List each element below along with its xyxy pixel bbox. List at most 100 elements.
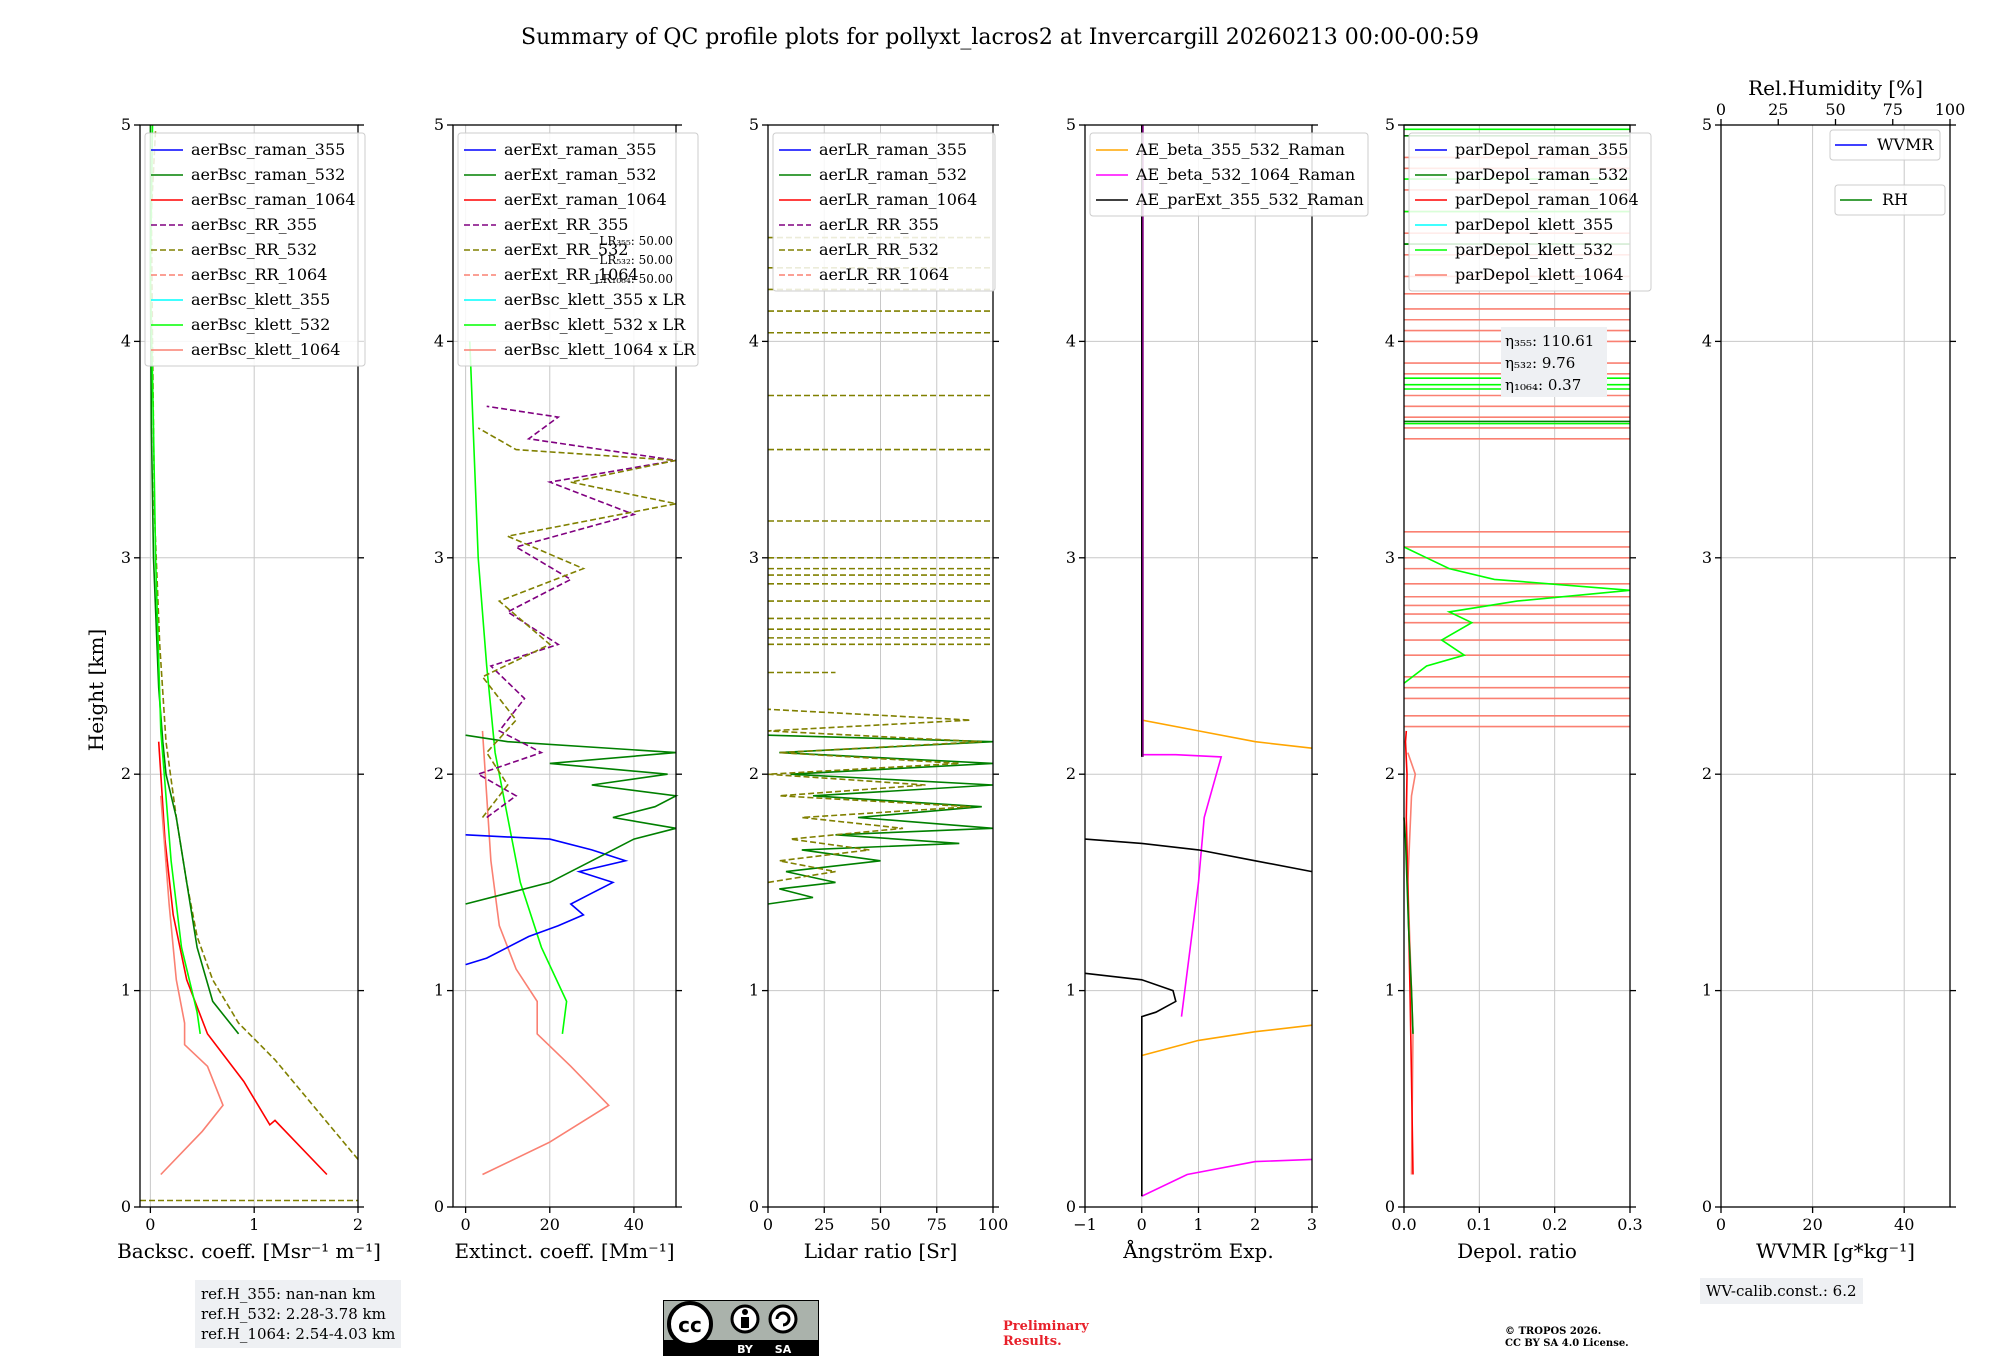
series-aerExt_raman_532 <box>465 734 679 905</box>
y-tick-label: 1 <box>1385 981 1395 1000</box>
series-aerBsc_klett_1064 x LR <box>481 730 610 1176</box>
by-person-head <box>742 1309 748 1315</box>
legend-label: AE_beta_355_532_Raman <box>1135 140 1345 159</box>
eta-box <box>1501 327 1607 397</box>
ref-height-1064: ref.H_1064: 2.54-4.03 km <box>201 1325 396 1343</box>
x-axis-label: Ångström Exp. <box>1122 1238 1273 1263</box>
x-tick-label: 50 <box>870 1215 890 1234</box>
panel-1: 0 1 2 0 1 2 3 4 5 Backsc. coeff. [Msr⁻¹ m⁻¹] aerBs… <box>117 115 381 1263</box>
x-tick-label: 20 <box>540 1215 560 1234</box>
sa-share-icon <box>768 1304 798 1334</box>
figure-title: Summary of QC profile plots for pollyxt_… <box>521 25 1479 50</box>
cc-by-sa-badge: cc BY SA <box>663 1300 819 1356</box>
axes-frame <box>1403 124 1631 1208</box>
x-tick-label: −1 <box>1073 1215 1097 1234</box>
y-tick-label: 0 <box>1702 1197 1712 1216</box>
legend-label: aerBsc_RR_1064 <box>191 265 327 284</box>
x-tick-label: 75 <box>927 1215 947 1234</box>
preliminary-line-2: Results. <box>1003 1334 1062 1349</box>
y-tick-label: 3 <box>1385 548 1395 567</box>
reference-height-box: ref.H_355: nan-nan km ref.H_532: 2.28-3.… <box>195 1280 402 1348</box>
legend-label: aerBsc_klett_355 x LR <box>504 290 686 309</box>
legend-label: parDepol_klett_1064 <box>1455 265 1624 284</box>
legend-label: aerExt_RR_1064 <box>504 265 639 284</box>
legend-box <box>1829 129 1941 161</box>
x-axis-label: Backsc. coeff. [Msr⁻¹ m⁻¹] <box>117 1239 381 1263</box>
y-tick-label: 4 <box>434 331 444 350</box>
y-axis-label: Height [km] <box>84 629 108 751</box>
y-tick-label: 0 <box>121 1197 131 1216</box>
wv-calibration-constant: WV-calib.const.: 6.2 <box>1706 1282 1857 1300</box>
y-tick-label: 0 <box>749 1197 759 1216</box>
y-tick-label: 0 <box>1066 1197 1076 1216</box>
legend-label: aerBsc_klett_1064 <box>191 340 340 359</box>
legend-label: aerBsc_klett_1064 x LR <box>504 340 696 359</box>
legend-label: aerLR_RR_355 <box>819 215 939 234</box>
eta-value: η₅₃₂: 9.76 <box>1505 354 1575 372</box>
legend-label: aerBsc_klett_532 <box>191 315 330 334</box>
series-AE_beta_532_1064_Raman <box>1141 753 1223 1017</box>
legend-label: aerLR_RR_1064 <box>819 265 949 284</box>
legend-label: aerBsc_klett_532 x LR <box>504 315 686 334</box>
by-person-body <box>741 1317 749 1328</box>
series-aerLR_RR_532 <box>767 708 982 884</box>
x-tick-label: 0 <box>145 1215 155 1234</box>
cc-logo-text: cc <box>678 1313 702 1337</box>
series-parDepol_raman_532 <box>1403 817 1414 1034</box>
x-tick-label: 2 <box>353 1215 363 1234</box>
y-tick-label: 2 <box>434 764 444 783</box>
legend-label: aerBsc_raman_1064 <box>191 190 356 209</box>
cc-logo-icon <box>667 1301 713 1347</box>
legend-label: parDepol_raman_532 <box>1455 165 1628 184</box>
axes-frame <box>1720 124 1951 1208</box>
legend-label: aerExt_raman_355 <box>504 140 657 159</box>
legend-label: aerBsc_klett_355 <box>191 290 330 309</box>
series-parDepol_klett_532 <box>1403 546 1631 684</box>
series-AE_beta_532_1064_Raman <box>1141 1158 1313 1197</box>
legend-label: aerExt_raman_1064 <box>504 190 667 209</box>
legend-label: parDepol_klett_355 <box>1455 215 1613 234</box>
top-x-tick-label: 75 <box>1883 100 1903 119</box>
copyright-line-2: CC BY SA 4.0 License. <box>1505 1338 1629 1349</box>
legend-box <box>457 132 699 367</box>
legend-label: parDepol_klett_532 <box>1455 240 1613 259</box>
x-tick-label: 0.3 <box>1617 1215 1642 1234</box>
y-tick-label: 3 <box>121 548 131 567</box>
legend-box <box>772 132 996 292</box>
series-aerBsc_klett_532 x LR <box>469 341 568 1035</box>
x-tick-label: 1 <box>249 1215 259 1234</box>
legend-label: WVMR <box>1877 135 1934 154</box>
legend-label: aerExt_raman_532 <box>504 165 657 184</box>
copyright-note: © TROPOS 2026. CC BY SA 4.0 License. <box>1505 1326 1629 1350</box>
x-tick-label: 0.1 <box>1467 1215 1492 1234</box>
y-tick-label: 5 <box>1066 115 1076 134</box>
y-tick-label: 2 <box>749 764 759 783</box>
legend-box <box>144 132 366 367</box>
y-tick-label: 4 <box>121 331 131 350</box>
preliminary-line-1: Preliminary <box>1003 1319 1089 1334</box>
wv-calibration-box: WV-calib.const.: 6.2 <box>1700 1278 1863 1304</box>
series-aerBsc_raman_532 <box>149 125 240 1035</box>
x-tick-label: 0 <box>461 1215 471 1234</box>
y-tick-label: 0 <box>1385 1197 1395 1216</box>
y-tick-label: 5 <box>1702 115 1712 134</box>
y-tick-label: 4 <box>1702 331 1712 350</box>
series-AE_parExt_355_532_Raman <box>1084 838 1313 873</box>
legend-label: aerBsc_RR_355 <box>191 215 317 234</box>
y-tick-label: 2 <box>1702 764 1712 783</box>
panel-5: 0.0 0.1 0.2 0.3 0 1 2 3 4 5 Depol. ratio parDepol_r… <box>1385 115 1652 1263</box>
y-tick-label: 1 <box>749 981 759 1000</box>
top-x-tick-label: 100 <box>1935 100 1966 119</box>
y-tick-label: 4 <box>749 331 759 350</box>
eta-value: η₃₅₅: 110.61 <box>1505 332 1594 350</box>
y-tick-label: 1 <box>434 981 444 1000</box>
cc-badge-strip <box>663 1340 819 1356</box>
y-tick-label: 2 <box>121 764 131 783</box>
series-aerExt_raman_355 <box>465 834 629 966</box>
series-AE_beta_355_532_Raman <box>1141 1024 1313 1057</box>
legend-label: AE_beta_532_1064_Raman <box>1135 165 1355 184</box>
legend-label: aerBsc_raman_355 <box>191 140 345 159</box>
x-axis-label: WVMR [g*kg⁻¹] <box>1756 1239 1915 1263</box>
legend-label: aerExt_RR_355 <box>504 215 628 234</box>
